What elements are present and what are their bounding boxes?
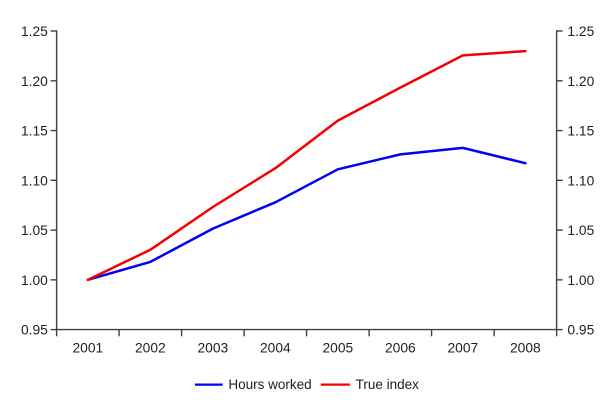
svg-text:2006: 2006	[385, 340, 416, 355]
svg-text:2008: 2008	[510, 340, 541, 355]
svg-text:0.95: 0.95	[21, 323, 48, 338]
svg-text:True index: True index	[356, 377, 420, 392]
svg-text:1.10: 1.10	[21, 173, 48, 188]
svg-text:2004: 2004	[260, 340, 291, 355]
svg-text:1.20: 1.20	[567, 74, 594, 89]
svg-text:1.15: 1.15	[21, 124, 48, 139]
svg-text:1.00: 1.00	[567, 273, 594, 288]
svg-text:Hours worked: Hours worked	[228, 377, 311, 392]
svg-text:2007: 2007	[447, 340, 478, 355]
svg-text:1.05: 1.05	[21, 223, 48, 238]
svg-text:2005: 2005	[322, 340, 353, 355]
svg-text:2001: 2001	[72, 340, 103, 355]
svg-text:1.20: 1.20	[21, 74, 48, 89]
svg-text:2003: 2003	[197, 340, 228, 355]
svg-text:1.10: 1.10	[567, 173, 594, 188]
svg-text:2002: 2002	[135, 340, 166, 355]
svg-text:1.00: 1.00	[21, 273, 48, 288]
svg-text:1.25: 1.25	[21, 24, 48, 39]
svg-text:1.25: 1.25	[567, 24, 594, 39]
svg-text:1.15: 1.15	[567, 124, 594, 139]
svg-text:1.05: 1.05	[567, 223, 594, 238]
svg-text:0.95: 0.95	[567, 323, 594, 338]
